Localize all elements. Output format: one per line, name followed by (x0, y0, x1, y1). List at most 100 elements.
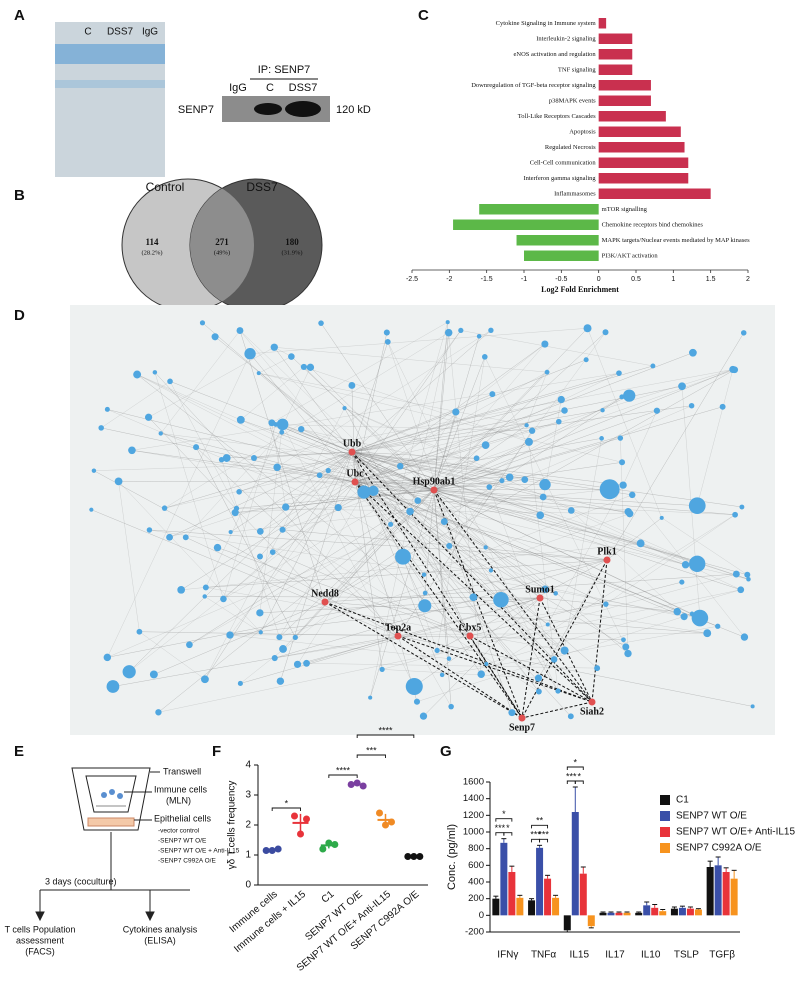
bar (479, 204, 599, 215)
network-node (396, 462, 404, 470)
legend-label: SENP7 WT O/E (676, 811, 747, 822)
network-edge (221, 459, 280, 638)
network-node (746, 576, 751, 582)
network-edge (324, 396, 623, 603)
network-node (325, 467, 331, 474)
y-tick-label: 1200 (463, 810, 484, 821)
network-edge-dashed (521, 701, 593, 719)
network-node (256, 528, 264, 535)
network-node (493, 591, 509, 608)
set-label: DSS7 (246, 180, 278, 194)
network-edge (169, 451, 353, 538)
network-node (481, 441, 490, 450)
gel-band (55, 44, 165, 64)
data-point (410, 853, 418, 860)
network-node (539, 478, 551, 491)
network-edge (354, 481, 548, 625)
node-label: Sumo1 (525, 584, 554, 595)
data-point (274, 845, 282, 853)
region-percent: (28.2%) (141, 249, 162, 256)
network-node (544, 369, 550, 375)
category-label: TNF signaling (558, 66, 596, 73)
network-edge (240, 419, 435, 491)
network-edge (93, 470, 399, 637)
bar (544, 878, 552, 916)
network-node (653, 407, 661, 414)
network-node (103, 653, 112, 662)
network-edge (129, 451, 353, 672)
network-node (388, 521, 394, 527)
network-node (688, 555, 706, 573)
network-edge (282, 369, 735, 530)
network-edge (297, 411, 456, 665)
network-edge (303, 366, 541, 599)
network-node (414, 497, 422, 504)
network-edge (282, 529, 608, 561)
network-edge (528, 441, 559, 692)
bar (598, 157, 689, 168)
x-tick-label: -1.5 (481, 276, 493, 283)
network-edge (154, 372, 224, 599)
network-node (499, 478, 505, 484)
network-node (440, 518, 448, 525)
network-edge (433, 479, 525, 491)
network-edge (279, 513, 630, 638)
network-hub (603, 556, 611, 564)
network-node (279, 429, 285, 435)
network-node (316, 472, 323, 479)
x-tick-label: -2.5 (406, 276, 418, 283)
bar (635, 912, 643, 916)
network-edge (486, 589, 741, 665)
network-edge (239, 330, 418, 501)
network-node (128, 446, 136, 455)
network-edge (310, 367, 435, 491)
network-edge (344, 408, 698, 564)
network-edge (229, 597, 541, 636)
bar (516, 897, 524, 916)
network-node (557, 395, 565, 404)
network-edge (433, 356, 485, 491)
network-node (553, 591, 558, 596)
network-edge (160, 330, 241, 434)
panel-label: G (440, 743, 452, 760)
network-edge (160, 433, 356, 483)
network-node (599, 479, 620, 500)
x-tick-label: TNFα (531, 950, 556, 961)
network-node (477, 670, 485, 678)
network-edge-dashed (539, 597, 593, 703)
significance-label: * (578, 771, 582, 781)
network-edge (185, 432, 282, 538)
region-percent: (31.9%) (281, 249, 302, 256)
network-node (603, 601, 609, 607)
network-background (70, 305, 775, 735)
network-node (567, 507, 575, 514)
network-edge (259, 451, 353, 557)
network-edge (338, 481, 356, 508)
network-node (236, 415, 245, 424)
y-tick-label: 400 (468, 877, 484, 888)
network-node (368, 485, 379, 497)
network-edge (351, 451, 565, 651)
bar (579, 873, 587, 916)
x-tick-label: 1 (671, 276, 675, 283)
network-edge (253, 369, 733, 459)
network-edge (169, 381, 237, 509)
data-point (404, 853, 412, 860)
network-node (524, 437, 533, 446)
network-edge (297, 597, 541, 665)
network-edge (563, 438, 602, 652)
network-node (535, 688, 542, 695)
network-edge (354, 330, 461, 483)
bar (453, 219, 599, 230)
network-edge (164, 332, 449, 509)
network-node (739, 504, 745, 510)
network-node (486, 484, 493, 490)
network-edge (620, 438, 629, 654)
network-edge (181, 543, 641, 591)
category-label: Downregulation of TGF-beta receptor sign… (471, 82, 596, 89)
bar (714, 865, 722, 916)
arrow-head (35, 911, 45, 922)
network-edge (320, 323, 435, 491)
network-node (583, 324, 592, 333)
network-edge (351, 385, 356, 483)
